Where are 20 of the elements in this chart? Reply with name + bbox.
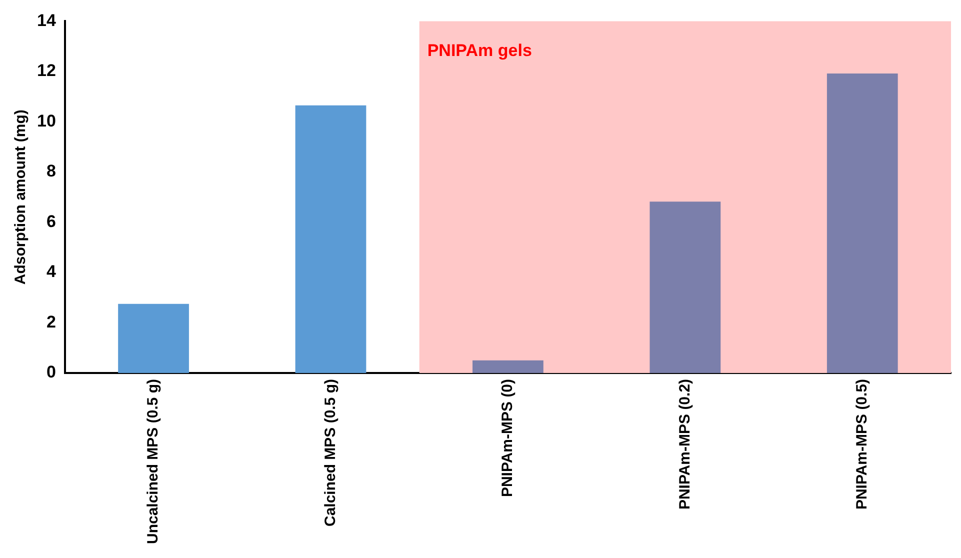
bar (826, 73, 898, 373)
bar (650, 202, 721, 373)
bar (118, 304, 189, 373)
bar (295, 105, 366, 373)
x-tick-label: PNIPAm-MPS (0.5) (854, 378, 871, 510)
y-tick-label: 2 (46, 312, 56, 332)
x-tick-label: Uncalcined MPS (0.5 g) (144, 378, 162, 544)
bar (472, 360, 544, 373)
band-label: PNIPAm gels (427, 40, 532, 60)
y-tick-label: 6 (46, 212, 56, 231)
y-tick-label: 0 (46, 362, 56, 382)
x-tick-label: PNIPAm-MPS (0.2) (676, 378, 694, 510)
y-tick-label: 10 (36, 111, 56, 130)
x-tick-label: PNIPAm-MPS (0) (499, 378, 516, 498)
y-tick-label: 14 (36, 10, 56, 30)
y-tick-label: 8 (46, 162, 56, 181)
y-tick-label: 12 (36, 61, 56, 80)
y-tick-label: 4 (46, 262, 56, 282)
x-tick-label: Calcined MPS (0.5 g) (322, 378, 339, 527)
y-axis-title: Adsorption amount (mg) (12, 110, 30, 285)
